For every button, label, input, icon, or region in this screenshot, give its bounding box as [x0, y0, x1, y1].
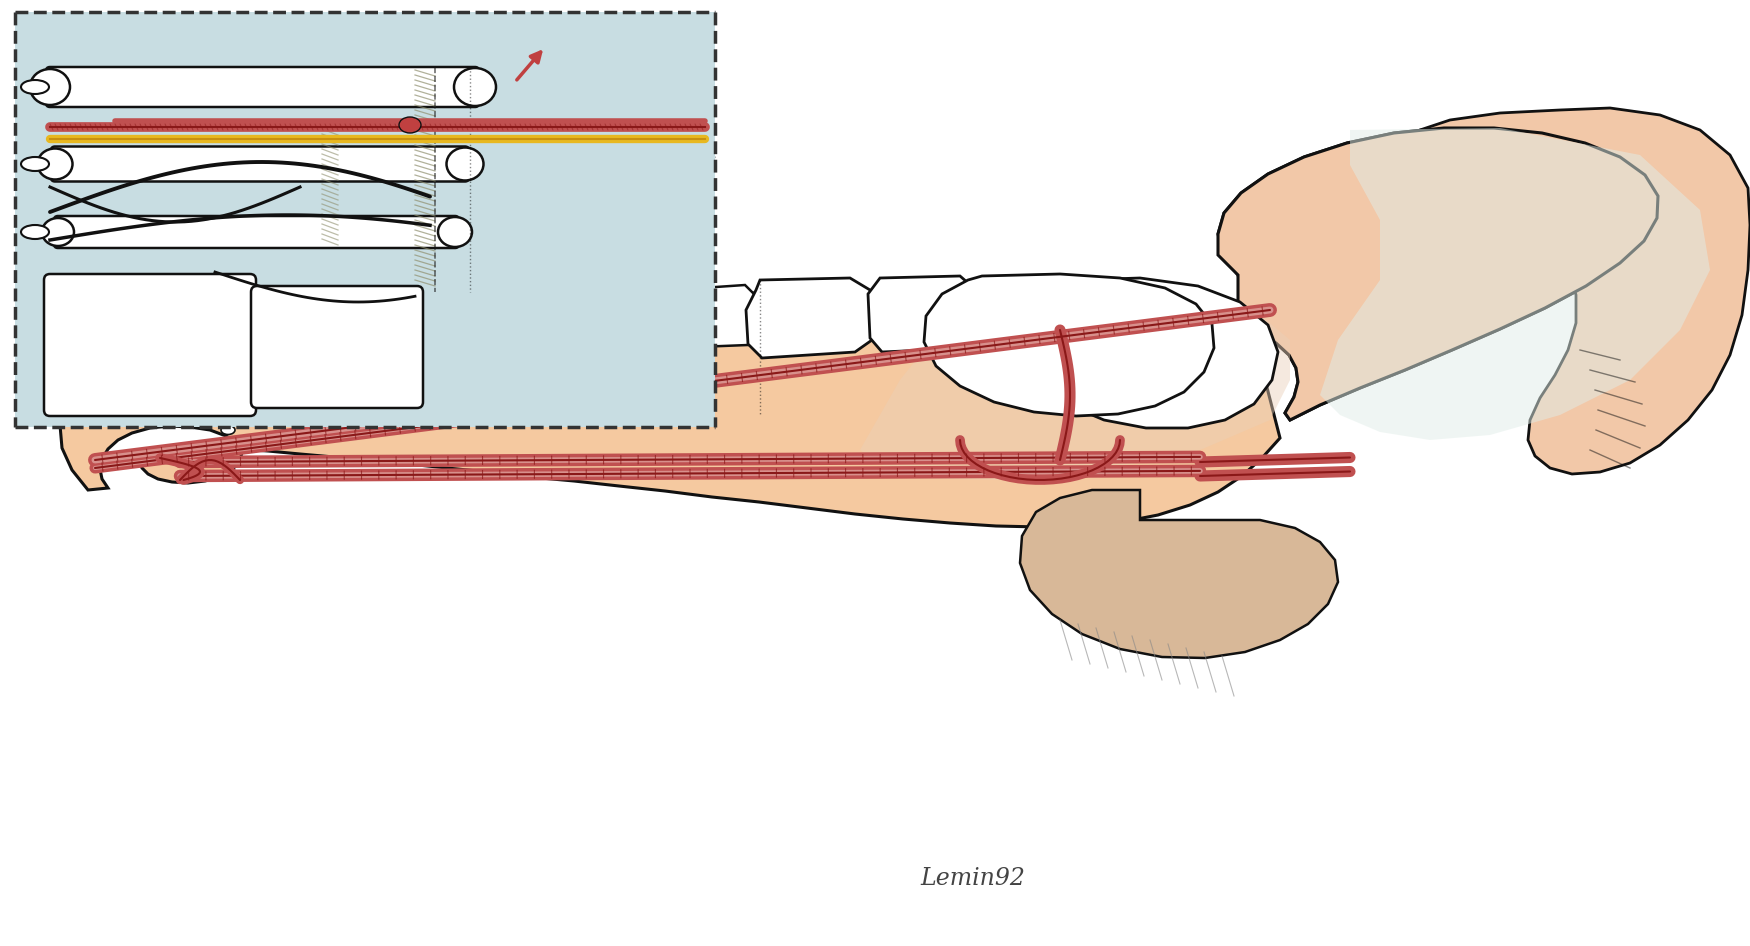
Ellipse shape — [42, 218, 74, 246]
Ellipse shape — [172, 316, 219, 336]
Ellipse shape — [30, 69, 70, 105]
Ellipse shape — [37, 149, 72, 180]
Ellipse shape — [117, 362, 178, 384]
Ellipse shape — [112, 316, 184, 344]
Bar — [16, 12, 716, 427]
Ellipse shape — [21, 80, 49, 94]
Ellipse shape — [21, 225, 49, 239]
Polygon shape — [662, 285, 758, 348]
FancyBboxPatch shape — [250, 286, 424, 408]
Ellipse shape — [446, 148, 483, 181]
Polygon shape — [746, 278, 878, 358]
Polygon shape — [1218, 128, 1657, 420]
Polygon shape — [1320, 128, 1710, 440]
Ellipse shape — [220, 426, 234, 434]
FancyBboxPatch shape — [226, 348, 555, 376]
Polygon shape — [868, 276, 980, 352]
Polygon shape — [60, 128, 1657, 527]
FancyBboxPatch shape — [51, 147, 469, 182]
FancyBboxPatch shape — [54, 216, 458, 248]
Ellipse shape — [238, 402, 257, 414]
Ellipse shape — [542, 324, 592, 350]
FancyBboxPatch shape — [214, 291, 586, 329]
FancyBboxPatch shape — [44, 274, 256, 416]
Polygon shape — [859, 293, 1290, 480]
Ellipse shape — [255, 412, 275, 424]
Ellipse shape — [198, 296, 242, 326]
Polygon shape — [1020, 490, 1339, 658]
Ellipse shape — [173, 339, 217, 357]
Polygon shape — [1410, 108, 1750, 474]
Ellipse shape — [21, 157, 49, 171]
Ellipse shape — [399, 117, 422, 133]
Ellipse shape — [555, 294, 611, 326]
Polygon shape — [924, 274, 1214, 416]
Polygon shape — [590, 290, 668, 342]
FancyBboxPatch shape — [46, 67, 480, 107]
Polygon shape — [1024, 278, 1278, 428]
Ellipse shape — [453, 68, 495, 106]
Ellipse shape — [210, 326, 247, 350]
Ellipse shape — [438, 217, 472, 247]
Text: Lemin92: Lemin92 — [920, 867, 1026, 890]
Ellipse shape — [116, 340, 180, 364]
FancyBboxPatch shape — [220, 321, 570, 353]
